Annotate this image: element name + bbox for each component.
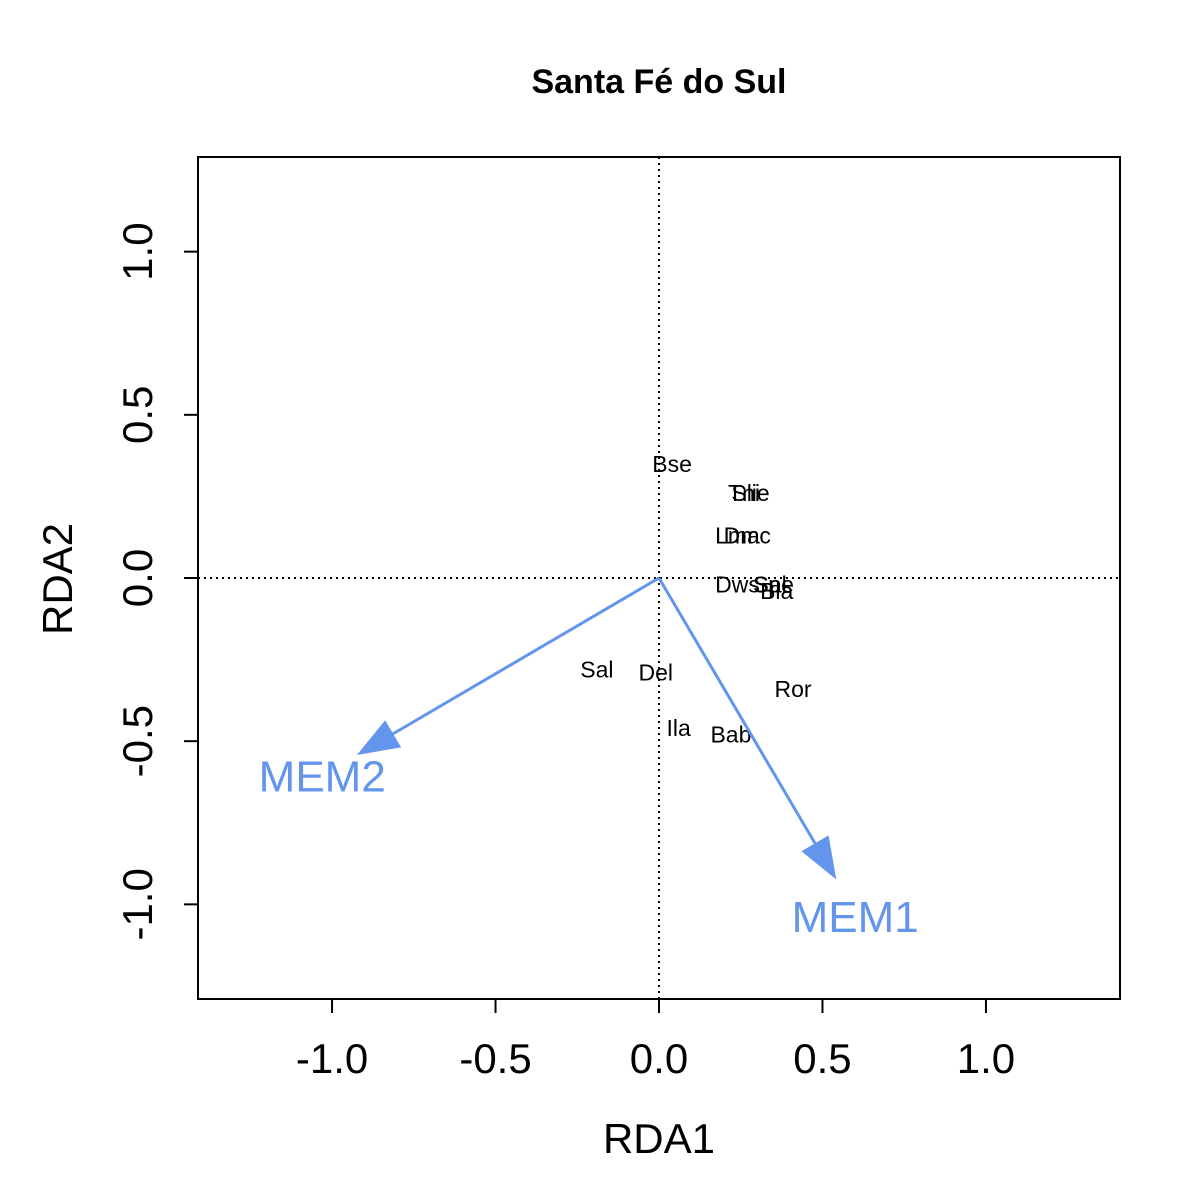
site-label: Del [638, 660, 673, 686]
arrow-shaft [657, 577, 817, 845]
x-tick-label: 1.0 [957, 1035, 1015, 1082]
y-tick-label: -0.5 [114, 705, 161, 777]
site-label: Spe [753, 572, 794, 598]
site-label: Ila [666, 715, 691, 741]
y-tick-label: 0.0 [114, 549, 161, 607]
x-axis-title: RDA1 [603, 1115, 715, 1162]
y-tick-label: 1.0 [114, 222, 161, 280]
chart-title: Santa Fé do Sul [531, 63, 786, 101]
x-tick-label: -0.5 [459, 1035, 531, 1082]
y-axis-title: RDA2 [34, 523, 81, 635]
site-label: Sal [580, 656, 613, 682]
site-label: Dws [715, 572, 760, 598]
site-label: Tni [728, 480, 760, 506]
y-tick-label: 0.5 [114, 386, 161, 444]
site-label: Ror [775, 676, 812, 702]
site-label: Bla [760, 578, 793, 604]
y-axis: -1.0 -0.5 0.0 0.5 1.0 [114, 222, 199, 941]
arrow-head [356, 720, 402, 755]
arrow-head [801, 835, 837, 880]
constraint-arrows: MEM1 MEM2 [259, 576, 919, 942]
site-label: Sal [754, 572, 787, 598]
site-label: Dmc [724, 523, 771, 549]
x-axis: -1.0 -0.5 0.0 0.5 1.0 [296, 998, 1015, 1082]
arrow-shaft [391, 576, 660, 736]
x-tick-label: 0.0 [630, 1035, 688, 1082]
site-label: Slie [731, 480, 769, 506]
y-tick-label: -1.0 [114, 868, 161, 940]
site-label: Bse [652, 451, 692, 477]
arrow-label: MEM1 [792, 893, 919, 942]
x-tick-label: 0.5 [793, 1035, 851, 1082]
site-label: Lma [715, 523, 760, 549]
x-tick-label: -1.0 [296, 1035, 368, 1082]
arrow-label: MEM2 [259, 753, 386, 802]
